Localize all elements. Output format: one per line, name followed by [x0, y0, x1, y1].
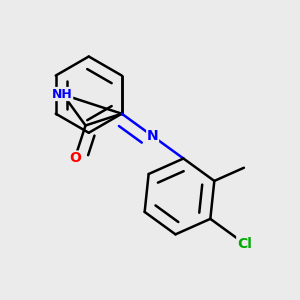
Text: N: N: [147, 129, 158, 143]
Text: Cl: Cl: [237, 236, 252, 250]
Text: O: O: [69, 151, 81, 165]
Text: NH: NH: [52, 88, 73, 100]
